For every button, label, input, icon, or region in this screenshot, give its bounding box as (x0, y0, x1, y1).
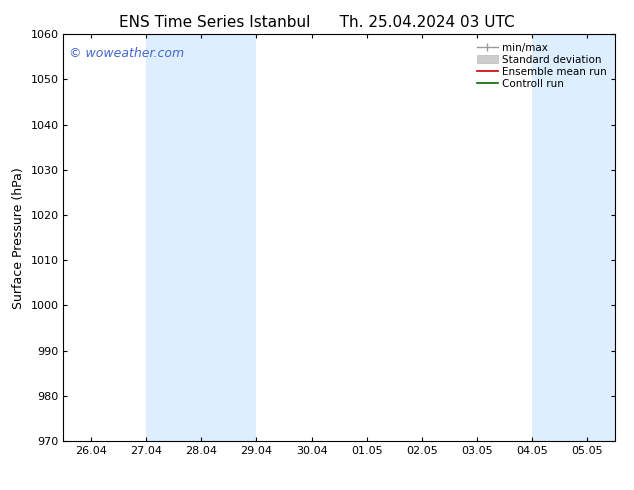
Bar (146, 34, 256, 441)
Bar (533, 34, 615, 441)
Text: © woweather.com: © woweather.com (69, 47, 184, 59)
Legend: min/max, Standard deviation, Ensemble mean run, Controll run: min/max, Standard deviation, Ensemble me… (474, 40, 610, 92)
Text: ENS Time Series Istanbul      Th. 25.04.2024 03 UTC: ENS Time Series Istanbul Th. 25.04.2024 … (119, 15, 515, 30)
Y-axis label: Surface Pressure (hPa): Surface Pressure (hPa) (12, 167, 25, 309)
